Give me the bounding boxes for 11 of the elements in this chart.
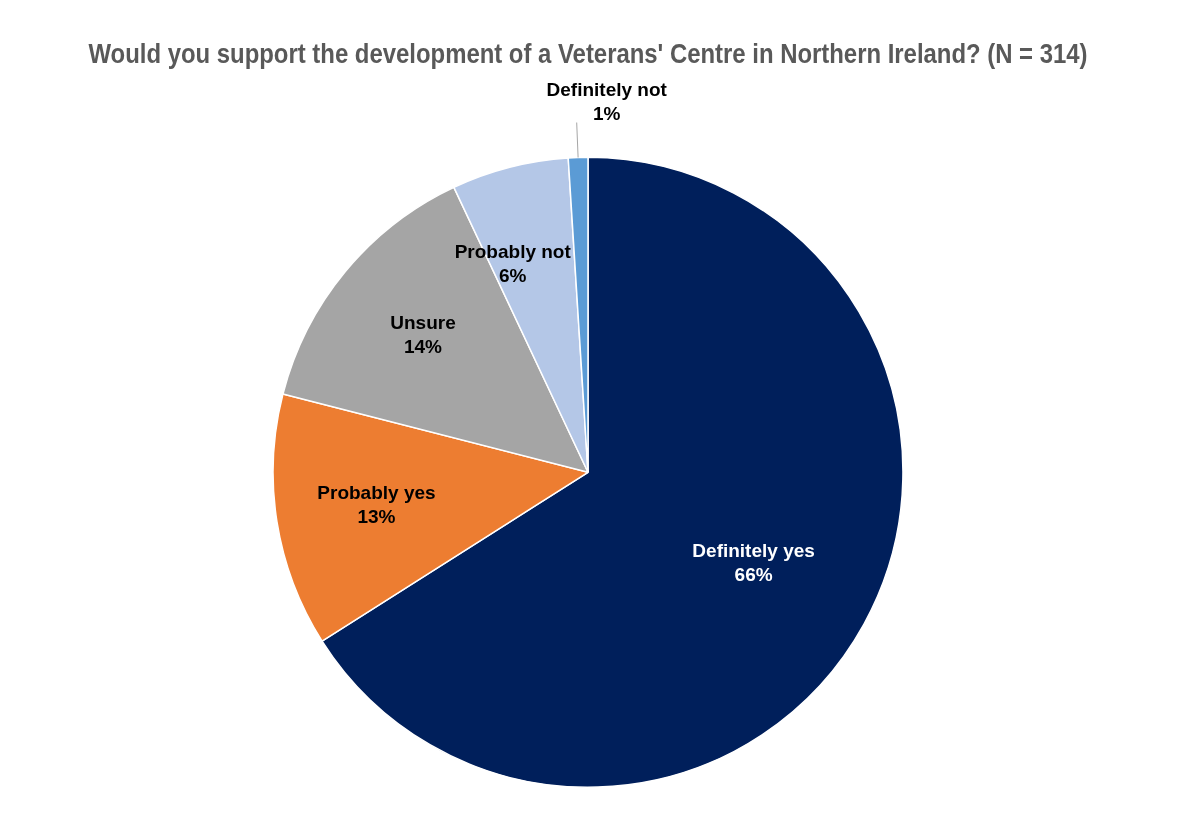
slice-label: Definitely yes [692, 539, 815, 561]
slice-label: Probably yes [317, 482, 436, 504]
data-label: 14% [403, 336, 443, 358]
data-label: 1% [592, 102, 621, 124]
slice-label: Unsure [390, 312, 456, 334]
data-label: 66% [734, 563, 773, 585]
slice-label: Probably not [454, 241, 572, 263]
slice-label: Definitely not [546, 78, 668, 100]
chart-title: Would you support the development of a Veterans' Centre in Northern Ireland? (N = 314) [88, 36, 1088, 69]
data-label: 13% [357, 506, 396, 528]
data-label: 6% [499, 265, 527, 287]
